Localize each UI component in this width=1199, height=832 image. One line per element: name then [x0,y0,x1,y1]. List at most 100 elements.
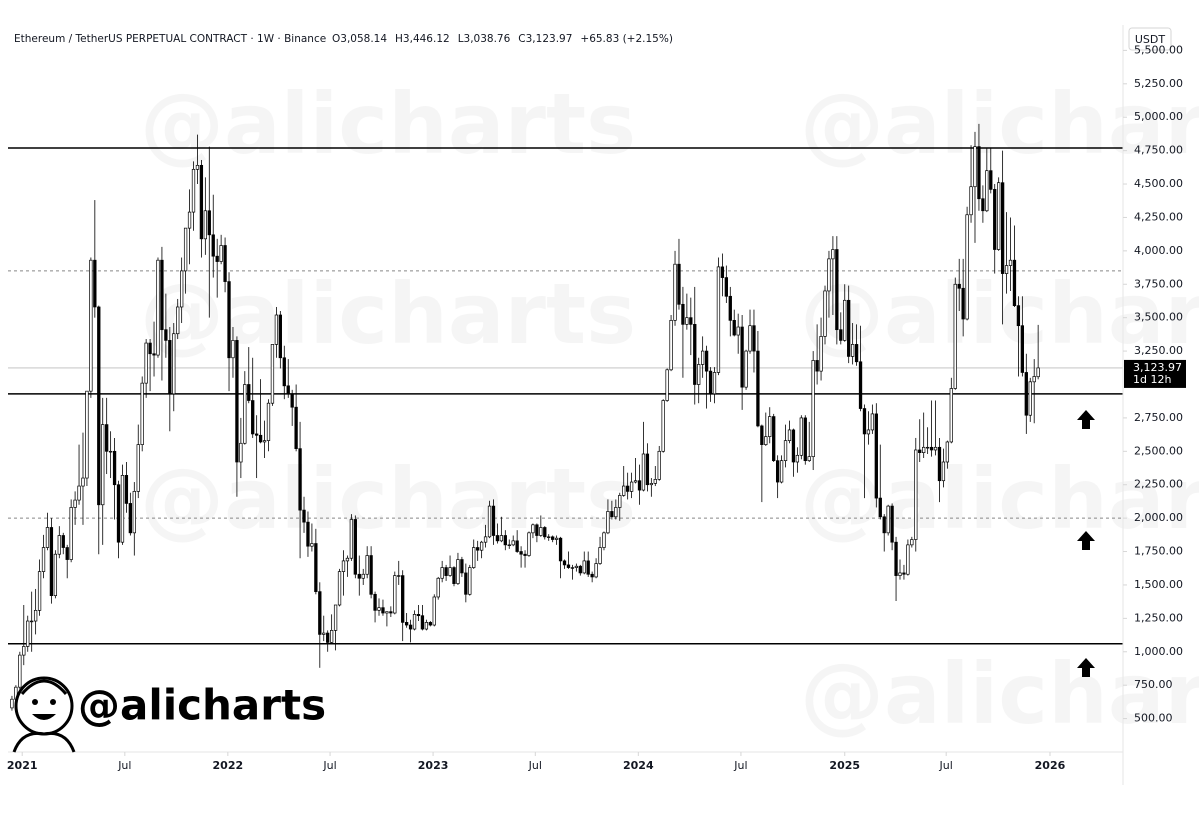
candle-body [724,277,728,297]
candle-body [665,369,669,401]
candle-body [925,446,930,449]
candle-body [69,507,73,560]
candle-body [590,573,594,578]
x-tick-label: 2025 [829,759,860,772]
logo-hair [20,679,68,695]
candle-body [886,505,890,534]
logo-mouth [32,714,56,720]
candle-body [957,283,961,289]
candle-body [235,340,239,463]
header-close: C3,123.97 [518,33,572,45]
candle-body [689,317,693,325]
candle-body [97,306,101,506]
candle-body [369,555,373,595]
candle-body [266,402,271,441]
candle-body [172,333,176,395]
candle-body [839,329,843,341]
candle-body [294,406,298,449]
candle-body [499,535,504,542]
x-tick-label: Jul [322,759,336,772]
candle-body [823,290,827,337]
candle-body [803,417,807,462]
candle-body [401,575,405,623]
candle-body [440,567,444,579]
candle-body [720,266,725,278]
candle-body [152,353,156,356]
header-high: H3,446.12 [395,33,450,45]
candle-body [740,326,744,388]
candle-body [156,259,160,356]
candle-body [704,350,709,372]
candle-body [329,630,334,643]
candle-body [1032,376,1036,383]
candle-body [1024,372,1028,416]
candle-body [977,146,981,200]
arrow-up [1077,658,1095,677]
currency[interactable]: USDT [1135,33,1166,46]
candle-body [1012,259,1017,306]
logo: @alicharts [12,676,326,753]
candle-body [65,547,69,560]
arrow-up [1077,410,1095,429]
candle-body [570,567,575,569]
candle-body [377,607,381,611]
candle-body [626,485,630,492]
candle-body [882,516,886,534]
candle-body [523,553,527,556]
candle-body [511,540,515,546]
candle-body [854,344,859,363]
candle-body [933,446,938,451]
logo-eye [50,699,56,705]
y-tick-label: 4,750.00 [1134,144,1183,157]
candle-body [744,350,748,388]
candle-body [1004,265,1009,274]
y-tick-label: 2,750.00 [1134,411,1183,424]
candle-body [298,448,302,511]
candle-body [732,319,736,336]
arrow-up [1077,531,1095,550]
candle-body [85,390,89,479]
candle-body [736,326,740,336]
candle-body [286,385,290,395]
candle-body [274,314,279,345]
y-tick-label: 500.00 [1134,712,1173,725]
candle-body [752,325,756,352]
candle-body [144,342,148,384]
candle-body [219,245,223,262]
candle-body [341,560,346,572]
candle-body [357,573,361,579]
candle-body [929,446,934,451]
candle-body [815,360,819,372]
candle-body [708,370,713,395]
candle-body [30,620,34,623]
candle-body [669,319,673,371]
candle-body [582,560,586,574]
candle-body [787,429,792,441]
candle-body [922,446,926,453]
candle-body [866,429,871,435]
x-tick-label: Jul [528,759,542,772]
candle-body [768,416,772,437]
candle-body [227,281,231,359]
candle-body [949,388,953,443]
candle-body [53,553,58,596]
currency-button[interactable] [1128,27,1172,51]
candle-body [397,575,401,577]
candle-body [1000,182,1005,274]
y-tick-label: 750.00 [1134,678,1173,691]
candle-body [835,249,839,331]
candle-body [515,540,519,552]
candle-body [906,544,910,575]
candle-body [33,609,38,622]
candle-body [424,622,429,630]
candle-body [258,434,263,443]
candle-body [1020,325,1025,373]
candle-body [902,572,906,575]
candle-body [543,527,547,538]
candle-body [160,259,164,331]
candle-body [574,565,579,568]
header-open: O3,058.14 [332,33,387,45]
candle-body [945,441,950,463]
y-tick-label: 2,250.00 [1134,478,1183,491]
candle-body [831,249,835,260]
